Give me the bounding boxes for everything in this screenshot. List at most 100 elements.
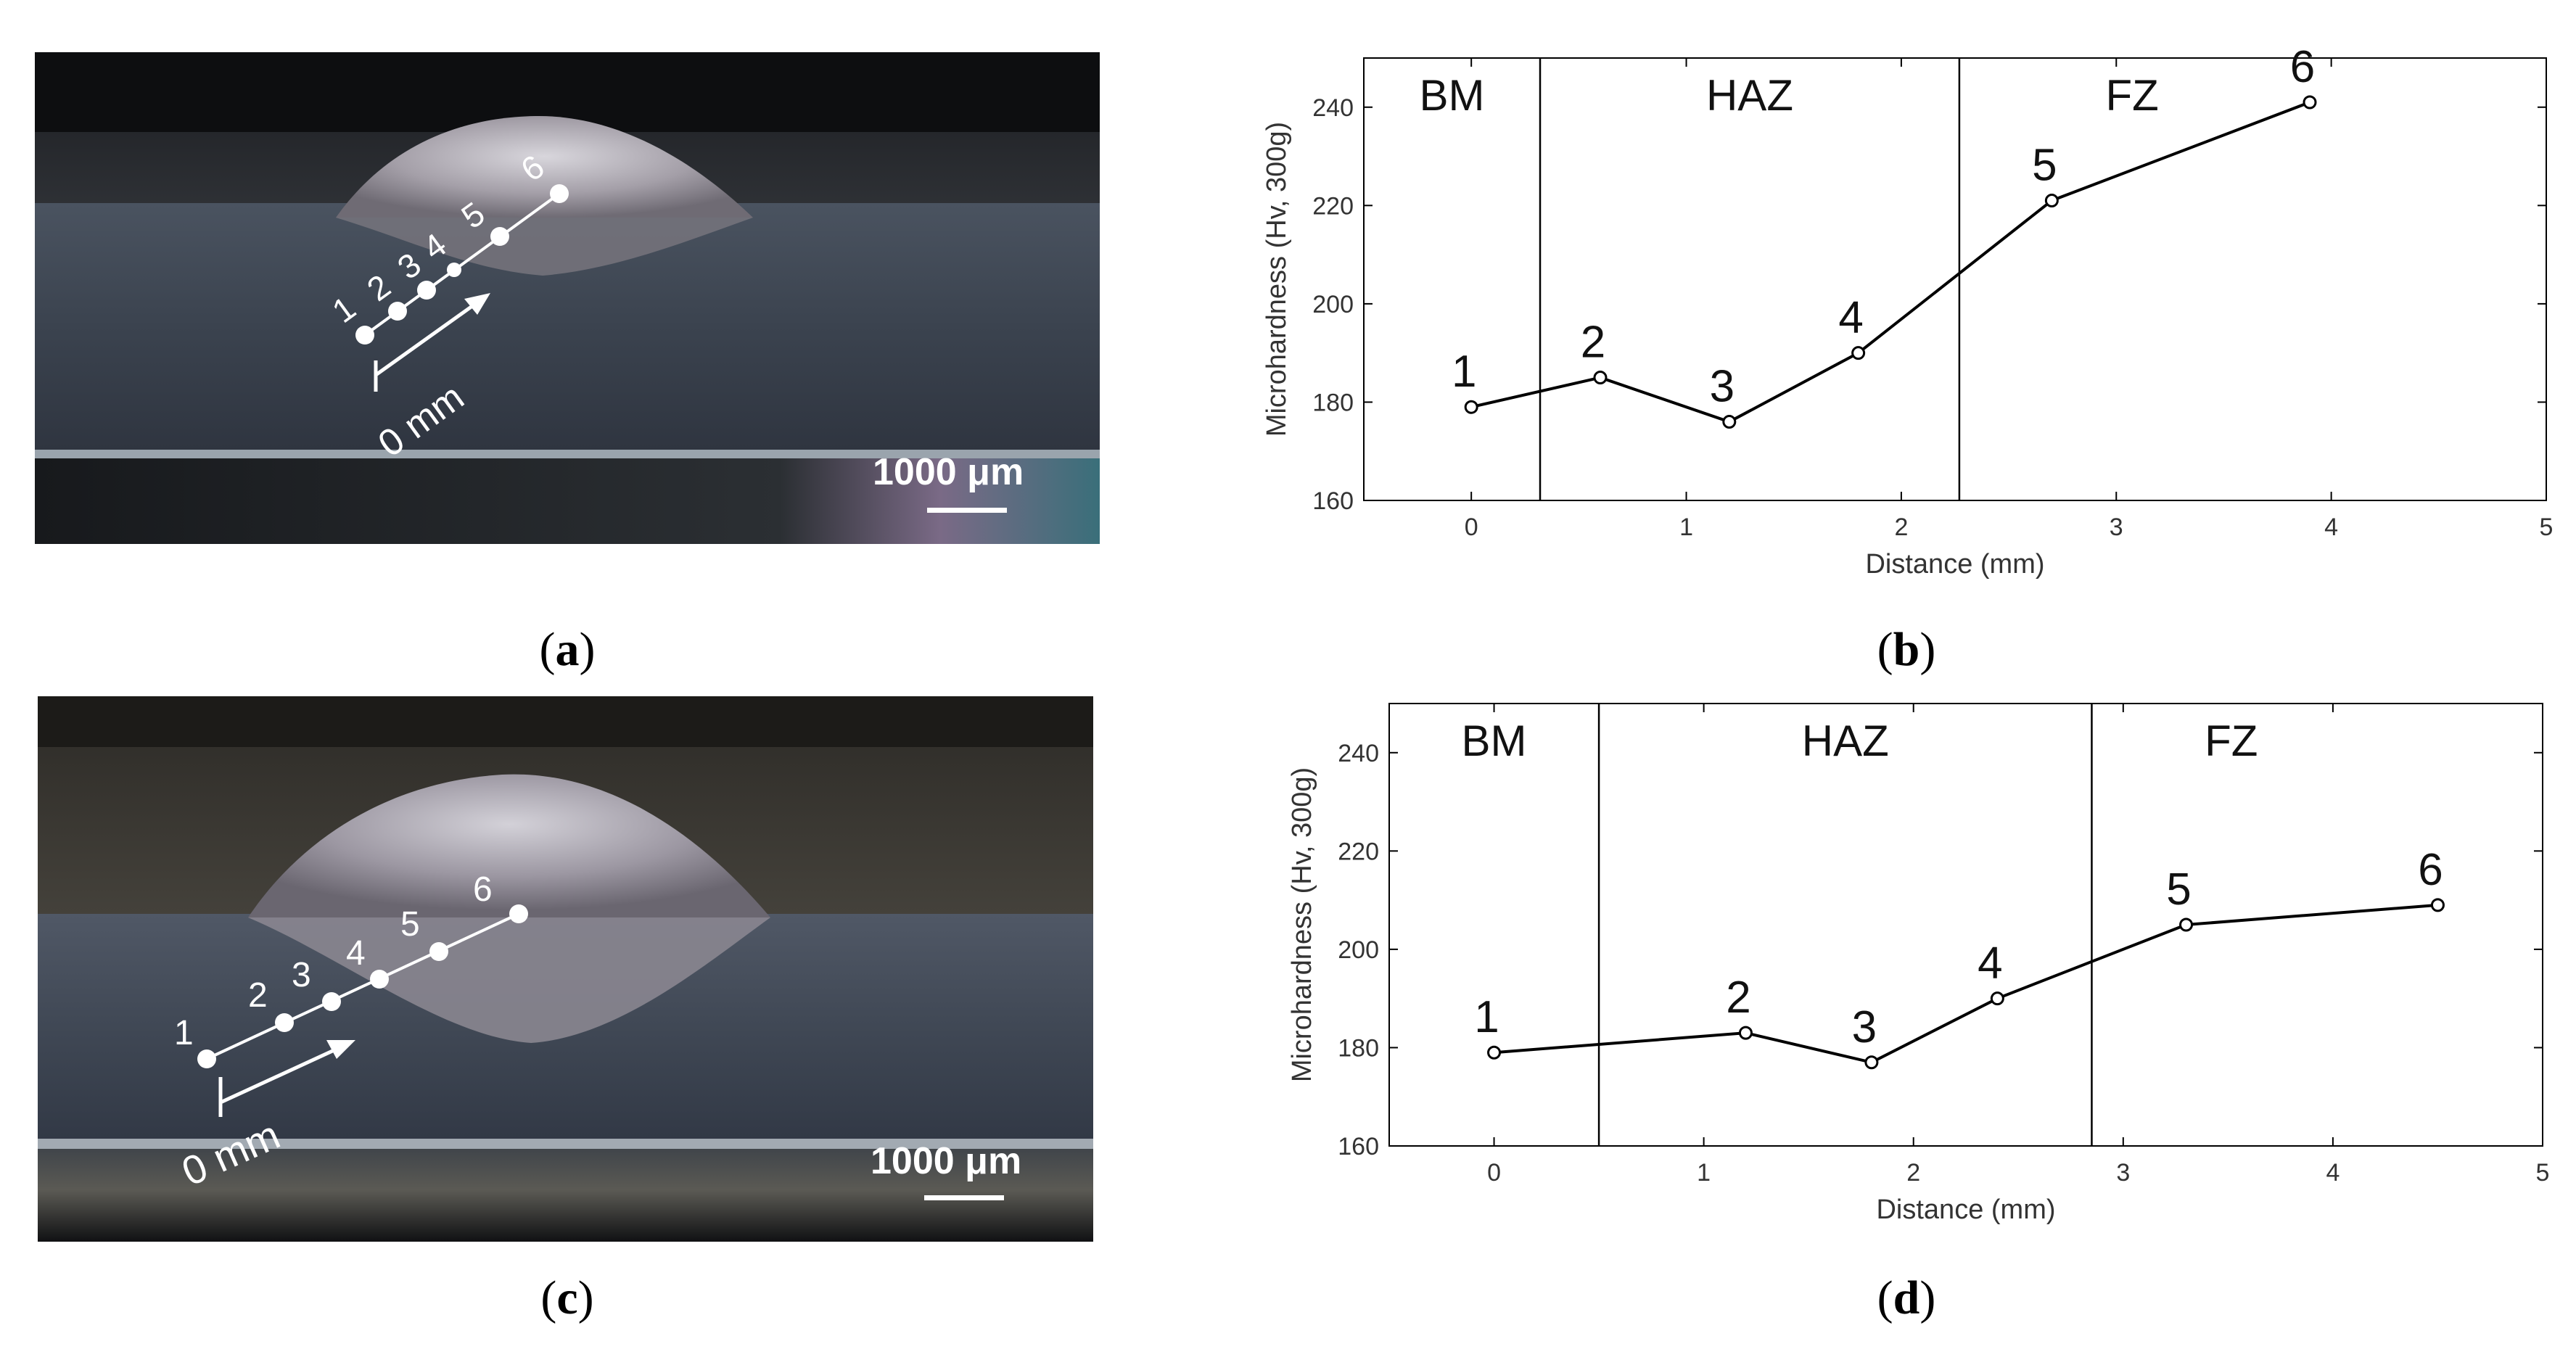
measurement-point-5 [429, 942, 448, 961]
scale-bar-label: 1000 μm [871, 1140, 1021, 1182]
point-label-1: 1 [325, 289, 362, 330]
y-axis-label: Microhardness (Hv, 300g) [1262, 122, 1292, 437]
x-tick-label: 5 [2540, 513, 2554, 541]
point-label: 1 [1474, 992, 1499, 1042]
measurement-point-2 [275, 1013, 294, 1032]
x-tick-label: 4 [2324, 513, 2338, 541]
x-axis-label: Distance (mm) [1876, 1195, 2055, 1225]
point-label-6: 6 [514, 147, 551, 189]
point-label: 3 [1710, 362, 1735, 412]
direction-arrow [374, 300, 479, 377]
zone-label: FZ [2205, 717, 2258, 765]
data-point [1464, 400, 1478, 414]
data-point [1864, 1055, 1879, 1070]
point-label-5: 5 [400, 905, 420, 944]
y-tick-label: 160 [1338, 1133, 1379, 1160]
point-label-1: 1 [174, 1014, 194, 1052]
data-point [2179, 917, 2194, 932]
data-point [1851, 346, 1866, 360]
point-label: 3 [1852, 1002, 1877, 1052]
point-label: 4 [1838, 293, 1863, 343]
x-tick-label: 1 [1679, 513, 1693, 541]
point-label-3: 3 [390, 245, 427, 286]
zone-label: BM [1420, 71, 1485, 120]
x-tick-label: 3 [2110, 513, 2123, 541]
measurement-line [206, 912, 519, 1060]
micrograph-c-drawing [38, 696, 1093, 1242]
measurement-point-2 [388, 302, 407, 321]
arrow-head [464, 293, 490, 315]
point-label: 1 [1452, 347, 1476, 397]
point-label-3: 3 [292, 956, 311, 994]
zone-label: BM [1462, 717, 1527, 765]
micrograph-c: 1 2 3 4 5 6 0 mm 1000 μm [38, 696, 1093, 1242]
scale-bar [927, 508, 1007, 513]
measurement-point-4 [370, 970, 389, 989]
zone-label: HAZ [1802, 717, 1889, 765]
direction-arrow [219, 1046, 340, 1105]
series-line [1494, 903, 2438, 1064]
x-tick-label: 3 [2116, 1159, 2130, 1187]
x-tick-label: 2 [1906, 1159, 1920, 1187]
measurement-point-6 [509, 904, 528, 923]
data-point [2303, 95, 2317, 110]
data-point [1990, 991, 2004, 1006]
measurement-overlay-c: 1 2 3 4 5 6 0 mm 1000 μm [174, 870, 1021, 1200]
y-tick-label: 240 [1312, 94, 1354, 122]
measurement-overlay-a: 1 2 3 4 5 6 0 mm 1000 μm [325, 147, 1024, 513]
y-tick-label: 200 [1338, 936, 1379, 964]
zone-label: FZ [2105, 71, 2158, 120]
point-label: 6 [2418, 845, 2443, 895]
point-label: 6 [2290, 44, 2315, 92]
measurement-point-1 [355, 326, 374, 345]
y-tick-label: 240 [1338, 740, 1379, 767]
data-point [1738, 1026, 1753, 1040]
data-point [1593, 371, 1608, 385]
plot-frame [1388, 703, 2543, 1147]
measurement-point-5 [490, 227, 509, 246]
series-line [1470, 101, 2310, 424]
caption-d: (d) [1877, 1271, 1936, 1324]
data-point [2044, 194, 2059, 208]
data-point [2430, 898, 2445, 912]
point-label-5: 5 [454, 194, 491, 236]
point-label-2: 2 [360, 267, 397, 308]
point-label: 5 [2032, 141, 2057, 191]
micrograph-a: 1 2 3 4 5 6 0 mm 1000 μm [35, 52, 1100, 544]
y-axis-label: Microhardness (Hv, 300g) [1287, 767, 1317, 1082]
point-label: 2 [1581, 318, 1605, 368]
measurement-point-4 [447, 263, 461, 277]
point-label-6: 6 [473, 870, 493, 909]
zone-label: HAZ [1706, 71, 1793, 120]
x-tick-label: 1 [1697, 1159, 1711, 1187]
x-tick-label: 4 [2326, 1159, 2340, 1187]
arrow-head [326, 1040, 355, 1059]
x-tick-label: 0 [1487, 1159, 1501, 1187]
y-tick-label: 220 [1338, 838, 1379, 865]
measurement-point-1 [197, 1049, 216, 1068]
x-tick-label: 2 [1894, 513, 1908, 541]
point-label: 2 [1726, 973, 1750, 1023]
y-tick-label: 220 [1312, 192, 1354, 220]
origin-label: 0 mm [175, 1111, 287, 1194]
caption-a: (a) [539, 623, 596, 676]
point-label-4: 4 [416, 226, 453, 267]
origin-label: 0 mm [371, 376, 472, 465]
chart-b: 0 1 2 3 4 5 160 180 200 220 240 Distance (mm) Microh… [1262, 44, 2554, 579]
point-label-4: 4 [346, 934, 366, 973]
scale-bar [924, 1195, 1004, 1200]
measurement-point-3 [417, 281, 436, 300]
scale-bar-label: 1000 μm [873, 451, 1024, 493]
y-tick-label: 200 [1312, 291, 1354, 318]
point-label: 4 [1978, 939, 2002, 989]
plot-frame [1363, 57, 2547, 501]
caption-c: (c) [540, 1271, 594, 1324]
x-tick-label: 5 [2536, 1159, 2550, 1187]
measurement-point-3 [322, 992, 341, 1011]
point-label: 5 [2166, 865, 2191, 915]
y-tick-label: 160 [1312, 487, 1354, 515]
x-axis-label: Distance (mm) [1865, 549, 2044, 579]
data-point [1722, 415, 1737, 429]
measurement-point-6 [550, 184, 569, 203]
point-label-2: 2 [248, 976, 268, 1015]
